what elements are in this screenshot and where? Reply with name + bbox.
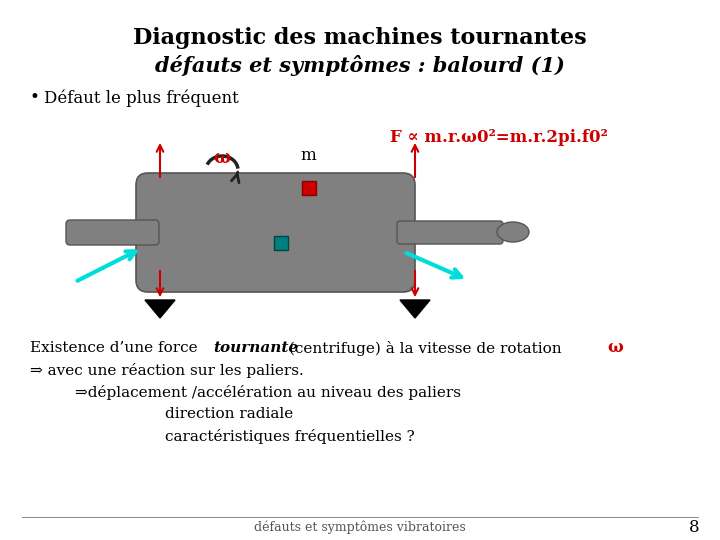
FancyBboxPatch shape bbox=[136, 173, 415, 292]
Bar bbox=[302, 181, 316, 195]
Text: ⇒ avec une réaction sur les paliers.: ⇒ avec une réaction sur les paliers. bbox=[30, 362, 304, 377]
FancyBboxPatch shape bbox=[66, 220, 159, 245]
Text: (centrifuge) à la vitesse de rotation: (centrifuge) à la vitesse de rotation bbox=[284, 341, 567, 355]
Text: défauts et symptômes : balourd (1): défauts et symptômes : balourd (1) bbox=[155, 55, 565, 76]
Text: 8: 8 bbox=[689, 518, 700, 536]
Text: Diagnostic des machines tournantes: Diagnostic des machines tournantes bbox=[133, 27, 587, 49]
Text: direction radiale: direction radiale bbox=[165, 407, 293, 421]
Polygon shape bbox=[400, 300, 430, 318]
Text: F ∝ m.r.ω0²=m.r.2pi.f0²: F ∝ m.r.ω0²=m.r.2pi.f0² bbox=[390, 130, 608, 146]
Ellipse shape bbox=[497, 222, 529, 242]
Text: ω: ω bbox=[607, 340, 623, 356]
Text: Défaut le plus fréquent: Défaut le plus fréquent bbox=[44, 89, 239, 107]
Text: ω: ω bbox=[213, 149, 230, 167]
Text: m: m bbox=[300, 146, 316, 164]
FancyBboxPatch shape bbox=[397, 221, 503, 244]
Text: •: • bbox=[30, 90, 40, 106]
Text: caractéristiques fréquentielles ?: caractéristiques fréquentielles ? bbox=[165, 429, 415, 443]
Text: ⇒déplacement /accélération au niveau des paliers: ⇒déplacement /accélération au niveau des… bbox=[75, 384, 461, 400]
Bar bbox=[274, 236, 288, 250]
Text: défauts et symptômes vibratoires: défauts et symptômes vibratoires bbox=[254, 520, 466, 534]
Text: tournante: tournante bbox=[213, 341, 298, 355]
Polygon shape bbox=[145, 300, 175, 318]
Text: Existence d’une force: Existence d’une force bbox=[30, 341, 207, 355]
